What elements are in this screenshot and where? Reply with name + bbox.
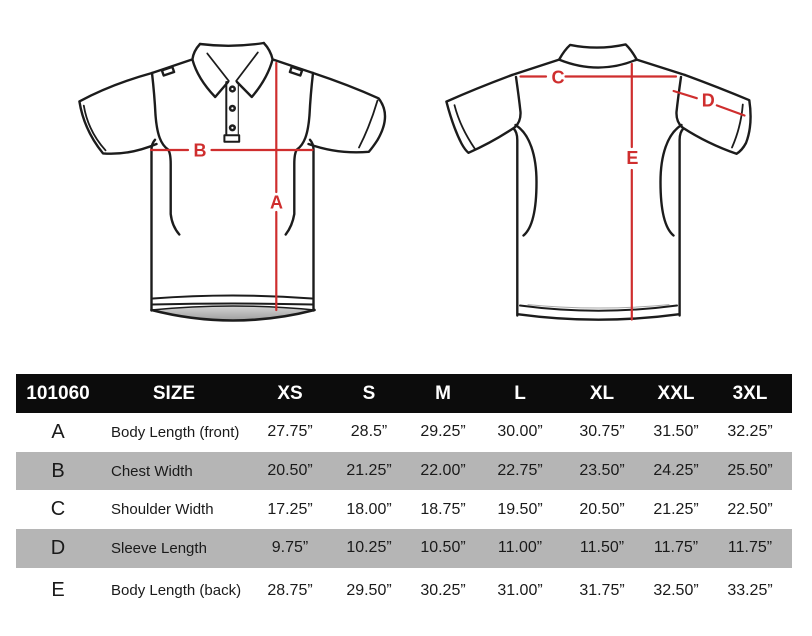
svg-text:B: B: [194, 141, 207, 161]
svg-text:C: C: [552, 68, 565, 88]
svg-text:D: D: [702, 90, 715, 110]
svg-text:E: E: [626, 148, 638, 168]
svg-text:A: A: [270, 193, 283, 213]
